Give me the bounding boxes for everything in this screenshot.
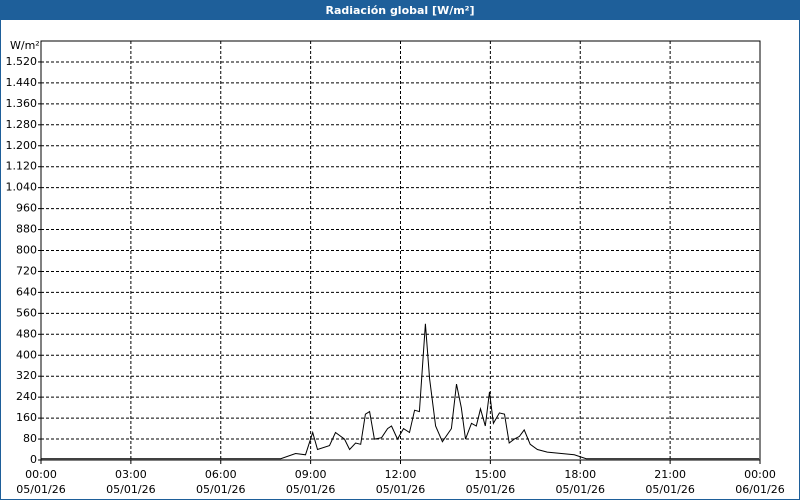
y-tick-label: 80 (23, 432, 37, 445)
y-tick-label: 800 (16, 244, 37, 257)
x-tick-date: 06/01/26 (735, 483, 784, 496)
y-tick-label: 1.280 (6, 118, 38, 131)
x-tick-date: 05/01/26 (196, 483, 245, 496)
y-tick-label: 1.040 (6, 181, 38, 194)
y-tick-label: 0 (30, 453, 37, 466)
x-tick-date: 05/01/26 (376, 483, 425, 496)
x-tick-date: 05/01/26 (286, 483, 335, 496)
x-tick-label: 03:00 (115, 468, 147, 481)
x-tick-date: 05/01/26 (466, 483, 515, 496)
x-tick-label: 12:00 (385, 468, 417, 481)
y-axis-unit: W/m² (10, 39, 40, 52)
x-tick-label: 00:00 (744, 468, 776, 481)
y-tick-label: 160 (16, 411, 37, 424)
x-tick-date: 05/01/26 (106, 483, 155, 496)
y-tick-label: 1.360 (6, 97, 38, 110)
y-tick-label: 240 (16, 390, 37, 403)
y-tick-label: 480 (16, 327, 37, 340)
y-tick-label: 960 (16, 202, 37, 215)
x-tick-date: 05/01/26 (645, 483, 694, 496)
y-tick-label: 720 (16, 264, 37, 277)
x-tick-date: 05/01/26 (16, 483, 65, 496)
x-tick-label: 21:00 (654, 468, 686, 481)
y-tick-label: 560 (16, 306, 37, 319)
y-tick-label: 1.520 (6, 55, 38, 68)
data-line (41, 323, 760, 460)
y-tick-label: 320 (16, 369, 37, 382)
x-tick-date: 05/01/26 (556, 483, 605, 496)
x-tick-label: 00:00 (25, 468, 57, 481)
x-tick-label: 15:00 (475, 468, 507, 481)
title-bar (0, 0, 800, 20)
y-tick-label: 400 (16, 348, 37, 361)
y-tick-label: 1.440 (6, 76, 38, 89)
y-tick-label: 880 (16, 223, 37, 236)
y-tick-label: 1.120 (6, 160, 38, 173)
x-tick-label: 09:00 (295, 468, 327, 481)
y-tick-label: 1.200 (6, 139, 38, 152)
x-tick-label: 18:00 (564, 468, 596, 481)
y-tick-label: 640 (16, 285, 37, 298)
x-tick-label: 06:00 (205, 468, 237, 481)
chart-title: Radiación global [W/m²] (325, 4, 474, 17)
